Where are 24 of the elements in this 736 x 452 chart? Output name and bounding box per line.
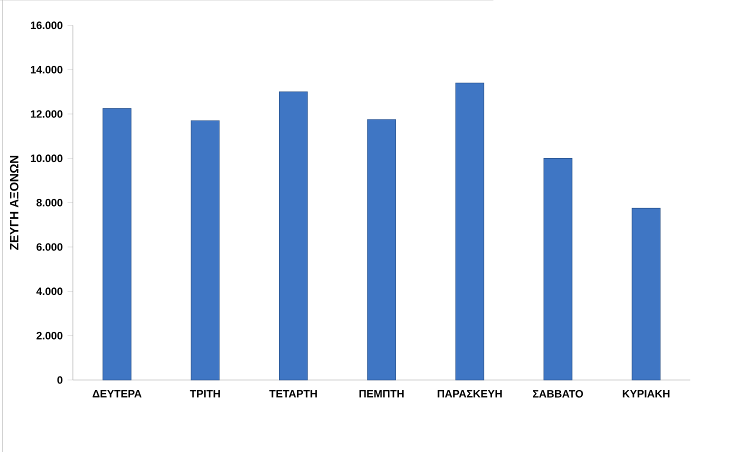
bar — [102, 108, 132, 380]
x-tick-label: ΣΑΒΒΑΤΟ — [532, 390, 583, 398]
y-tick-label: 16.000 — [30, 22, 62, 30]
x-tick-label: ΤΕΤΑΡΤΗ — [269, 390, 317, 398]
bar — [544, 158, 572, 380]
bar — [455, 82, 484, 380]
x-tick-label: ΤΡΙΤΗ — [190, 390, 220, 398]
bar — [190, 120, 220, 380]
bar — [367, 119, 396, 380]
x-tick-label: ΚΥΡΙΑΚΗ — [622, 390, 670, 398]
y-tick-label: 2.000 — [36, 332, 62, 340]
y-tick-label: 0 — [57, 376, 62, 384]
y-axis-title: ΖΕΥΓΗ ΑΞΟΝΩΝ — [10, 156, 18, 250]
x-tick-label: ΔΕΥΤΕΡΑ — [92, 390, 142, 398]
bar — [279, 92, 308, 380]
y-tick-label: 8.000 — [36, 198, 62, 206]
y-tick-label: 6.000 — [36, 243, 62, 251]
x-tick-label: ΠΑΡΑΣΚΕΥΗ — [438, 390, 502, 398]
y-tick-label: 12.000 — [30, 110, 62, 118]
bar — [632, 208, 661, 380]
y-tick-label: 14.000 — [30, 66, 62, 74]
y-tick-label: 4.000 — [36, 288, 62, 296]
y-tick-label: 10.000 — [30, 154, 62, 162]
x-tick-label: ΠΕΜΠΤΗ — [359, 390, 404, 398]
